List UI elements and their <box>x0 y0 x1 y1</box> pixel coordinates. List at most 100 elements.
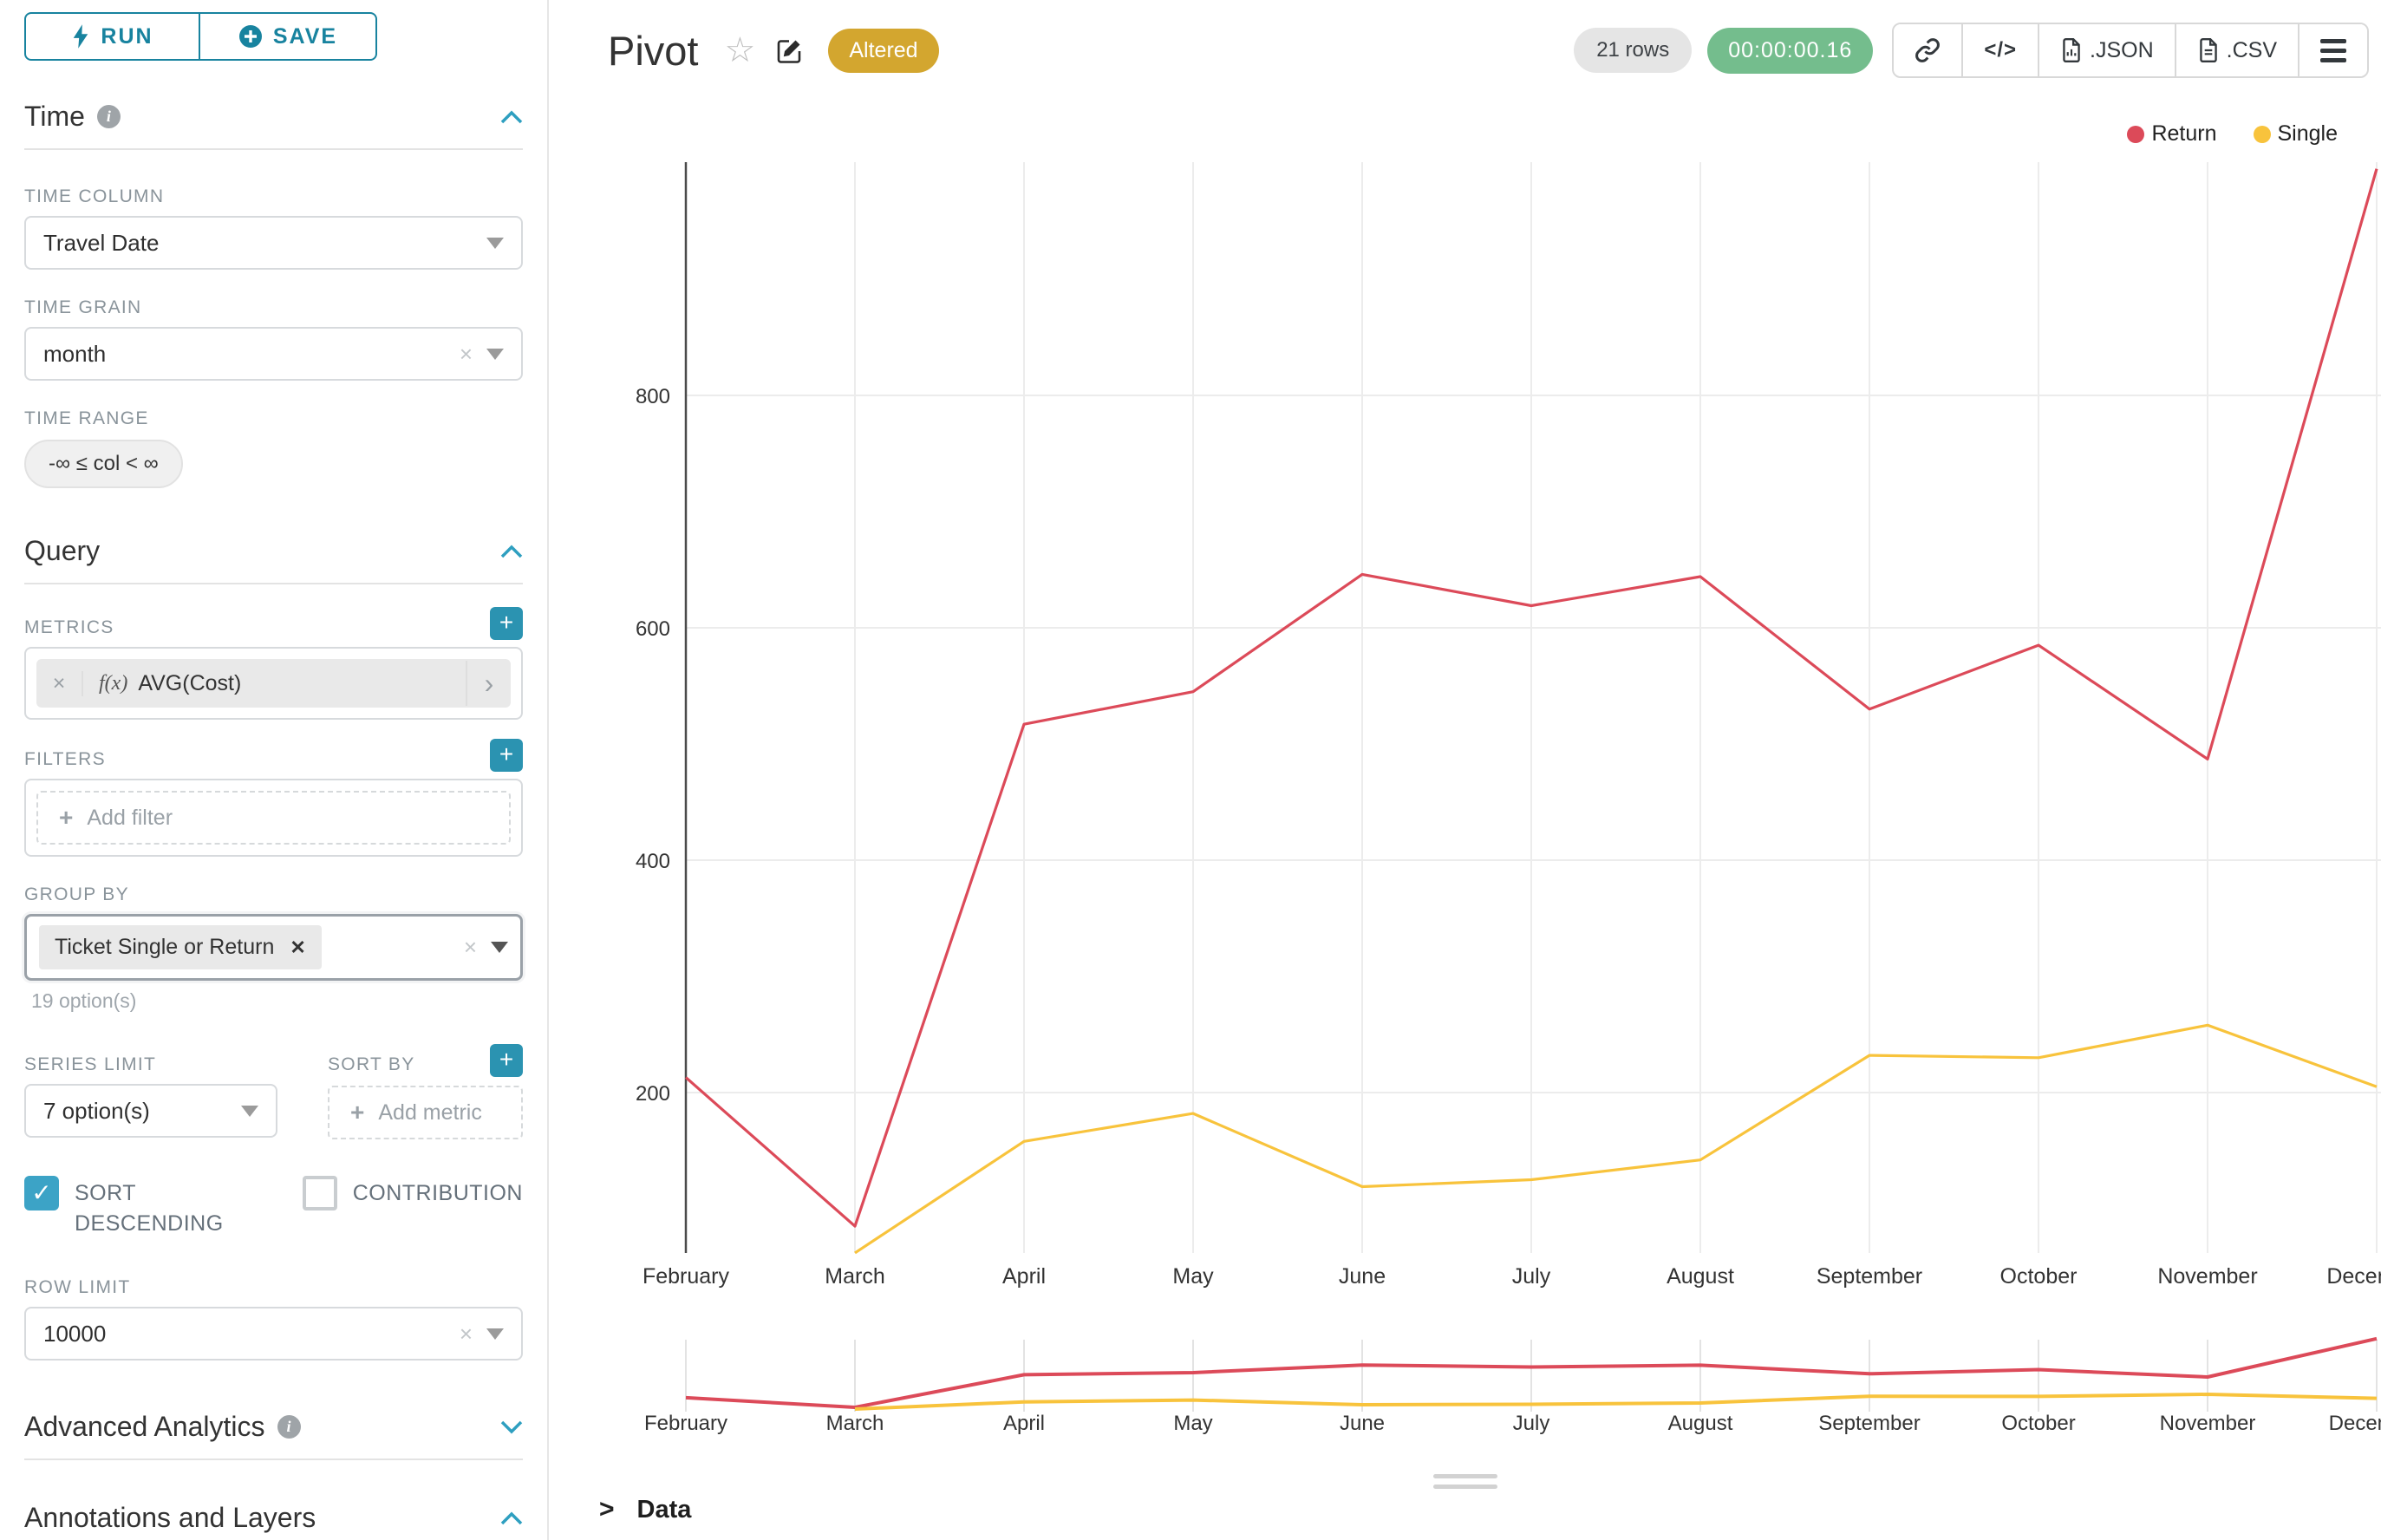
export-csv-button[interactable]: .CSV <box>2174 24 2298 76</box>
plus-circle-icon <box>238 25 262 48</box>
export-json-button[interactable]: .JSON <box>2038 24 2175 76</box>
series-limit-label: SERIES LIMIT <box>24 1054 157 1074</box>
chart-legend: Return Single <box>2127 121 2338 147</box>
add-sort-metric-plus-button[interactable]: + <box>490 1044 523 1077</box>
query-section-header[interactable]: Query <box>24 535 523 584</box>
export-toolbar: </> .JSON .CSV <box>1892 23 2369 78</box>
add-metric-plus-button[interactable]: + <box>490 607 523 640</box>
return-series-dot <box>2127 125 2145 143</box>
add-metric-label: Add metric <box>378 1100 482 1125</box>
legend-item-return[interactable]: Return <box>2127 121 2217 147</box>
advanced-analytics-title: Advanced Analytics i <box>24 1411 301 1443</box>
code-icon: </> <box>1984 38 2018 62</box>
share-link-button[interactable] <box>1894 24 1962 76</box>
clear-icon[interactable]: × <box>459 340 473 367</box>
fx-icon: f(x) <box>99 671 128 695</box>
filters-container: + Add filter <box>24 779 523 857</box>
svg-text:July: July <box>1513 1412 1550 1435</box>
sidebar: RUN SAVE Time i TIME COLUMN Travel Date T… <box>0 0 549 1540</box>
info-icon: i <box>96 105 121 128</box>
svg-text:February: February <box>644 1412 727 1435</box>
data-panel-title: Data <box>636 1495 692 1524</box>
plus-icon: + <box>350 1099 365 1126</box>
view-query-button[interactable]: </> <box>1961 24 2039 76</box>
save-button[interactable]: SAVE <box>199 12 377 61</box>
time-grain-value: month <box>43 340 107 367</box>
options-hint: 19 option(s) <box>31 989 137 1012</box>
info-icon: i <box>277 1415 301 1439</box>
page-title: Pivot <box>608 27 699 74</box>
clear-icon[interactable]: × <box>463 934 477 960</box>
legend-item-single[interactable]: Single <box>2253 121 2338 147</box>
time-column-select[interactable]: Travel Date <box>24 216 523 270</box>
metric-pill[interactable]: × f(x) AVG(Cost) › <box>36 659 511 708</box>
query-timer-badge: 00:00:00.16 <box>1707 27 1874 74</box>
sort-by-label: SORT BY <box>328 1054 415 1074</box>
svg-text:800: 800 <box>636 385 670 408</box>
chevron-up-icon[interactable] <box>500 110 523 124</box>
svg-text:December: December <box>2329 1412 2381 1435</box>
svg-text:August: August <box>1667 1264 1734 1289</box>
time-range-label: TIME RANGE <box>24 408 149 428</box>
svg-text:June: June <box>1339 1264 1386 1289</box>
remove-tag-icon[interactable]: ✕ <box>290 936 306 958</box>
time-grain-select[interactable]: month × <box>24 327 523 381</box>
chevron-up-icon[interactable] <box>500 545 523 558</box>
svg-text:May: May <box>1173 1412 1212 1435</box>
file-text-icon <box>2199 37 2217 63</box>
remove-metric-icon[interactable]: × <box>36 670 83 696</box>
data-panel-header[interactable]: > Data <box>549 1495 2381 1524</box>
svg-text:February: February <box>643 1264 730 1289</box>
add-filter-button[interactable]: + Add filter <box>36 791 511 845</box>
metric-value: AVG(Cost) <box>138 670 242 695</box>
svg-text:August: August <box>1668 1412 1733 1435</box>
add-filter-plus-button[interactable]: + <box>490 739 523 772</box>
chevron-up-icon[interactable] <box>500 1511 523 1525</box>
svg-text:March: March <box>825 1264 884 1289</box>
series-limit-select[interactable]: 7 option(s) <box>24 1084 277 1138</box>
expand-metric-icon[interactable]: › <box>466 661 511 706</box>
metrics-container: × f(x) AVG(Cost) › <box>24 647 523 720</box>
svg-text:November: November <box>2160 1412 2256 1435</box>
clear-icon[interactable]: × <box>459 1320 473 1347</box>
time-section-header[interactable]: Time i <box>24 101 523 150</box>
edit-title-icon[interactable] <box>776 36 804 64</box>
advanced-analytics-header[interactable]: Advanced Analytics i <box>24 1411 523 1460</box>
add-sort-metric-button[interactable]: + Add metric <box>328 1086 523 1139</box>
run-button[interactable]: RUN <box>24 12 199 61</box>
row-limit-value: 10000 <box>43 1320 107 1347</box>
favorite-star-icon[interactable]: ☆ <box>724 31 756 69</box>
plus-icon: + <box>59 804 74 831</box>
line-chart[interactable]: 200 400 600 800 February March April May June Jul… <box>572 156 2381 1322</box>
file-chart-icon <box>2063 37 2080 63</box>
chevron-right-icon[interactable]: > <box>599 1495 615 1524</box>
contribution-checkbox[interactable]: CONTRIBUTION <box>302 1176 523 1239</box>
annotations-title: Annotations and Layers <box>24 1502 316 1533</box>
group-by-tag: Ticket Single or Return ✕ <box>39 925 322 969</box>
run-save-button-group: RUN SAVE <box>24 12 523 61</box>
chevron-down-icon[interactable] <box>500 1420 523 1434</box>
chevron-down-icon <box>486 1328 504 1340</box>
svg-text:400: 400 <box>636 850 670 873</box>
hamburger-icon <box>2320 38 2346 62</box>
run-button-label: RUN <box>101 23 153 49</box>
chart-menu-button[interactable] <box>2298 24 2367 76</box>
row-limit-select[interactable]: 10000 × <box>24 1307 523 1361</box>
svg-text:July: July <box>1512 1264 1551 1289</box>
chevron-down-icon <box>486 348 504 360</box>
annotations-header[interactable]: Annotations and Layers <box>24 1502 523 1540</box>
time-range-pill[interactable]: -∞ ≤ col < ∞ <box>24 440 183 488</box>
contribution-label: CONTRIBUTION <box>352 1181 523 1205</box>
range-selector-minichart[interactable]: February March April May June July August Septe… <box>572 1325 2381 1455</box>
time-grain-label: TIME GRAIN <box>24 297 142 317</box>
sort-descending-checkbox[interactable]: ✓ SORT DESCENDING <box>24 1176 245 1239</box>
svg-text:September: September <box>1818 1412 1920 1435</box>
json-label: .JSON <box>2090 37 2154 62</box>
panel-resize-handle[interactable] <box>1432 1474 1497 1489</box>
checkbox-empty-icon <box>302 1176 337 1210</box>
group-by-select[interactable]: Ticket Single or Return ✕ × <box>24 914 523 981</box>
svg-text:April: April <box>1003 1412 1045 1435</box>
svg-text:March: March <box>826 1412 884 1435</box>
checkbox-checked-icon: ✓ <box>24 1176 59 1210</box>
